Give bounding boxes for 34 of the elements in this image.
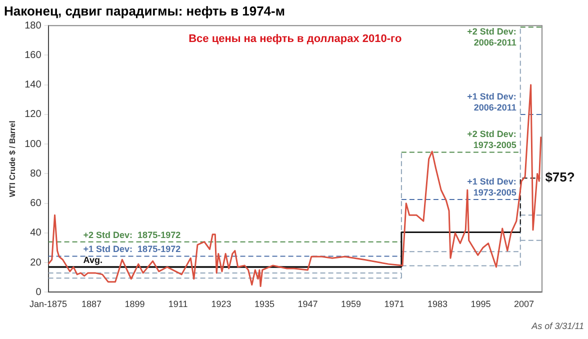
series-label: $75? — [545, 170, 575, 185]
y-tick-label: 20 — [30, 257, 42, 268]
y-tick-label: 80 — [30, 168, 42, 180]
x-tick-label: 1923 — [211, 299, 232, 310]
y-tick-label: 140 — [24, 80, 42, 91]
x-tick-label: 1911 — [168, 299, 188, 310]
chart-title: Наконец, сдвиг парадигмы: нефть в 1974-м — [4, 3, 285, 18]
x-tick-label: 2007 — [514, 299, 534, 310]
x-tick-label: Jan-1875 — [30, 299, 68, 310]
x-tick-label: 1935 — [254, 299, 275, 310]
series-label: Avg. — [83, 255, 102, 266]
series-label: +2 Std Dev: 1973-2005 — [467, 129, 516, 150]
y-tick-label: 120 — [24, 109, 42, 120]
x-tick-label: 1995 — [470, 299, 491, 310]
x-tick-label: 1983 — [427, 299, 448, 310]
series-label: +1 Std Dev: 1875-1972 — [83, 244, 181, 254]
y-tick-label: 60 — [30, 198, 42, 210]
y-tick-label: 160 — [24, 50, 42, 61]
series-label: +1 Std Dev: 2006-2011 — [467, 91, 516, 112]
x-tick-label: 1959 — [340, 299, 362, 310]
x-tick-label: 1971 — [384, 299, 404, 310]
x-tick-label: 1887 — [82, 299, 102, 310]
series-label: +1 Std Dev: 1973-2005 — [467, 176, 516, 198]
x-tick-label: 1899 — [124, 299, 145, 310]
y-tick-label: 0 — [36, 286, 42, 298]
x-tick-label: 1947 — [298, 299, 318, 310]
text: As of 3/31/11 — [530, 321, 584, 331]
y-axis-title: WTI Crude $ / Barrel — [8, 120, 18, 198]
y-tick-label: 40 — [30, 228, 42, 239]
y-tick-label: 180 — [24, 20, 42, 32]
series-label: +2 Std Dev: 2006-2011 — [467, 26, 516, 48]
text: Все цены на нефть в долларах 2010-го — [188, 33, 402, 46]
series-label: +2 Std Dev: 1875-1972 — [83, 230, 181, 240]
y-tick-label: 100 — [24, 138, 42, 150]
